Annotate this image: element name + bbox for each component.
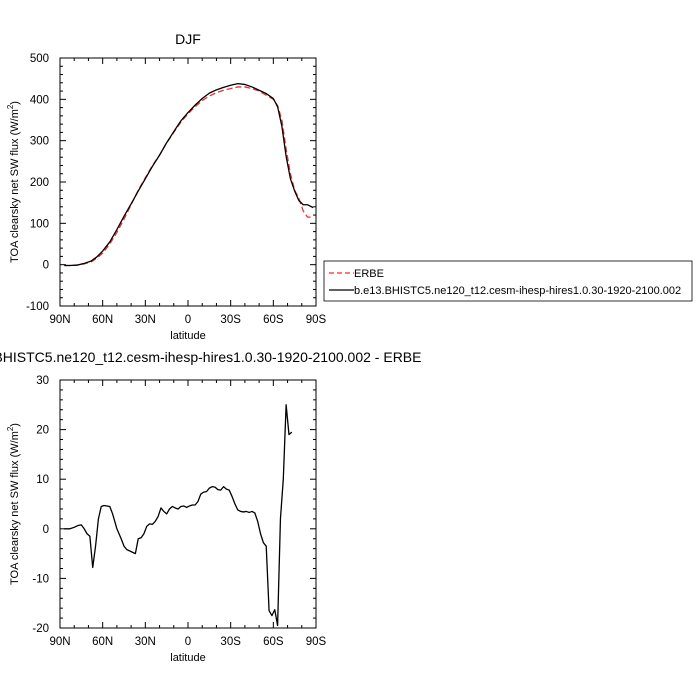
top-y-tick-label: 100	[30, 218, 49, 230]
top-y-axis-label: TOA clearsky net SW flux (W/m2)	[6, 101, 21, 263]
top-x-axis-label: latitude	[170, 330, 205, 342]
top-x-tick-label: 0	[185, 314, 191, 326]
bottom-y-tick-label: -10	[32, 573, 49, 585]
top-series-line-1	[64, 82, 314, 267]
bottom-x-tick-label: 90S	[306, 636, 327, 648]
bottom-x-tick-label: 90N	[49, 636, 70, 648]
top-plot-frame	[59, 57, 317, 307]
bottom-y-axis-label-main: TOA clearsky net SW flux (W/m	[9, 431, 21, 585]
bottom-series-lines	[64, 404, 293, 627]
legend-label-model: b.e13.BHISTC5.ne120_t12.cesm-ihesp-hires…	[354, 285, 681, 297]
top-y-tick-label: -100	[26, 301, 49, 313]
bottom-y-tick-label: 30	[36, 375, 49, 387]
top-y-tick-label: 500	[30, 53, 49, 65]
bottom-chart-title: b.e13.BHISTC5.ne120_t12.cesm-ihesp-hires…	[0, 349, 421, 365]
legend-label-erbe: ERBE	[354, 268, 384, 280]
bottom-y-axis-label-tail: )	[9, 423, 21, 427]
bottom-x-tick-label: 60S	[263, 636, 284, 648]
legend: ERBE b.e13.BHISTC5.ne120_t12.cesm-ihesp-…	[323, 260, 693, 302]
top-y-tick-label: 300	[30, 136, 49, 148]
top-y-axis-label-main: TOA clearsky net SW flux (W/m	[9, 109, 21, 263]
bottom-y-tick-label: 20	[36, 425, 49, 437]
bottom-y-tick-label: -20	[32, 623, 49, 635]
top-y-axis-label-superscript: 2	[6, 104, 15, 109]
top-panel: DJF 90N 60N 30N 0 30S 60S 90S -100 0 100 200 300 400…	[6, 31, 327, 342]
bottom-axis-ticks: 90N 60N 30N 0 30S 60S 90S -20 -10 0 10 20 30	[32, 375, 326, 648]
bottom-y-axis-label-superscript: 2	[6, 426, 15, 431]
top-y-tick-label: 400	[30, 94, 49, 106]
bottom-y-axis-label: TOA clearsky net SW flux (W/m2)	[6, 423, 21, 585]
bottom-x-axis-label: latitude	[170, 652, 205, 664]
bottom-y-tick-label: 10	[36, 474, 49, 486]
top-x-tick-label: 90N	[49, 314, 70, 326]
top-axis-ticks: 90N 60N 30N 0 30S 60S 90S -100 0 100 200 300 400 500	[26, 53, 327, 326]
bottom-x-tick-label: 60N	[92, 636, 113, 648]
bottom-y-tick-label: 0	[43, 524, 49, 536]
bottom-x-tick-label: 0	[185, 636, 191, 648]
top-x-tick-label: 90S	[306, 314, 327, 326]
bottom-x-tick-label: 30N	[135, 636, 156, 648]
top-x-tick-label: 30S	[220, 314, 241, 326]
bottom-plot-frame	[59, 379, 317, 629]
bottom-series-line-0	[64, 404, 293, 627]
top-series-lines	[64, 82, 314, 267]
top-chart-title: DJF	[175, 31, 201, 47]
top-y-tick-label: 0	[43, 260, 49, 272]
top-x-tick-label: 60N	[92, 314, 113, 326]
top-x-tick-label: 60S	[263, 314, 284, 326]
legend-box	[323, 260, 693, 302]
top-y-tick-label: 200	[30, 177, 49, 189]
bottom-x-tick-label: 30S	[220, 636, 241, 648]
bottom-panel: b.e13.BHISTC5.ne120_t12.cesm-ihesp-hires…	[0, 349, 421, 664]
top-y-axis-label-tail: )	[9, 101, 21, 105]
top-x-tick-label: 30N	[135, 314, 156, 326]
top-series-line-0	[64, 86, 314, 267]
